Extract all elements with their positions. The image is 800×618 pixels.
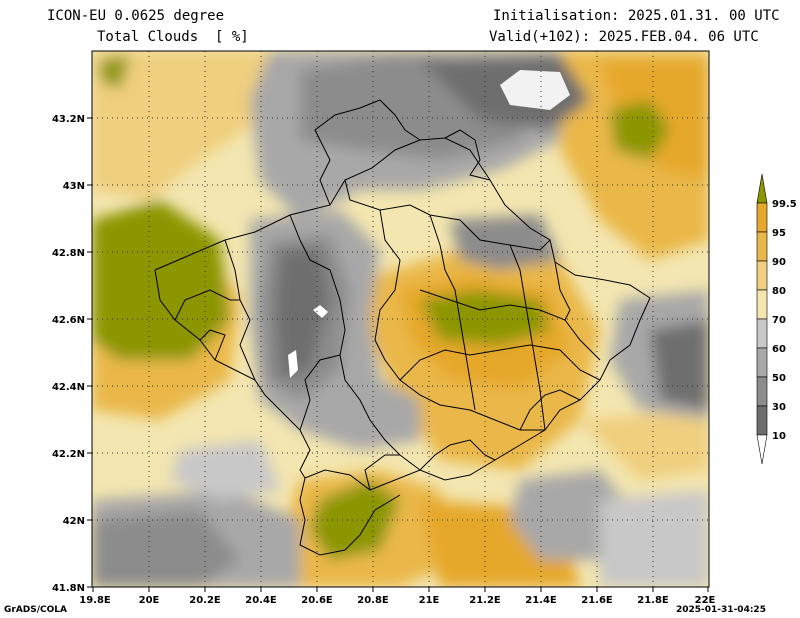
lon-label: 21.8E [637, 595, 669, 606]
model-title: ICON-EU 0.0625 degree [47, 8, 225, 24]
lon-label: 20.8E [357, 595, 389, 606]
lon-label: 20.6E [301, 595, 333, 606]
lat-label: 42N [63, 516, 85, 527]
valid-time: Valid(+102): 2025.FEB.04. 06 UTC [489, 29, 759, 45]
lon-label: 21E [419, 595, 440, 606]
lon-label: 22E [695, 595, 716, 606]
field-title: Total Clouds [ %] [97, 29, 249, 45]
colorbar-label: 60 [772, 344, 786, 355]
colorbar-swatch [756, 260, 768, 291]
lon-label: 19.8E [79, 595, 111, 606]
colorbar-labels: 99.5 95 90 80 70 60 50 30 10 [772, 199, 797, 442]
colorbar-label: 99.5 [772, 199, 797, 210]
lon-ticks [92, 587, 709, 592]
lat-label: 42.2N [52, 449, 85, 460]
admin-borders [154, 99, 651, 556]
colorbar-swatch [756, 405, 768, 436]
colorbar [756, 173, 768, 465]
lat-label: 42.4N [52, 382, 85, 393]
lat-label: 42.8N [52, 248, 85, 259]
cloud-cover-field [92, 51, 709, 587]
lon-labels: 19.8E 20E 20.2E 20.4E 20.6E 20.8E 21E 21… [79, 595, 715, 606]
colorbar-label: 50 [772, 373, 786, 384]
colorbar-swatch [756, 289, 768, 320]
lon-label: 21.6E [581, 595, 613, 606]
lon-label: 20E [139, 595, 160, 606]
lat-labels: 43.2N 43N 42.8N 42.6N 42.4N 42.2N 42N 41… [52, 114, 85, 594]
colorbar-top-triangle [756, 173, 768, 204]
colorbar-label: 10 [772, 431, 786, 442]
colorbar-swatch [756, 231, 768, 262]
lat-label: 41.8N [52, 583, 85, 594]
colorbar-swatch [756, 376, 768, 407]
lon-label: 20.2E [189, 595, 221, 606]
init-time: Initialisation: 2025.01.31. 00 UTC [493, 8, 780, 24]
lon-label: 21.4E [525, 595, 557, 606]
lat-label: 43N [63, 181, 85, 192]
lat-ticks [87, 117, 92, 588]
colorbar-label: 90 [772, 257, 786, 268]
lon-label: 21.2E [469, 595, 501, 606]
lat-label: 43.2N [52, 114, 85, 125]
colorbar-label: 30 [772, 402, 786, 413]
colorbar-swatch [756, 347, 768, 378]
colorbar-bottom-triangle [756, 434, 768, 465]
colorbar-swatch [756, 318, 768, 349]
colorbar-label: 70 [772, 315, 786, 326]
footer-timestamp: 2025-01-31-04:25 [676, 605, 766, 615]
lat-label: 42.6N [52, 315, 85, 326]
colorbar-swatch [756, 202, 768, 233]
colorbar-label: 80 [772, 286, 786, 297]
colorbar-label: 95 [772, 228, 786, 239]
lon-label: 20.4E [245, 595, 277, 606]
footer-software: GrADS/COLA [4, 605, 67, 615]
